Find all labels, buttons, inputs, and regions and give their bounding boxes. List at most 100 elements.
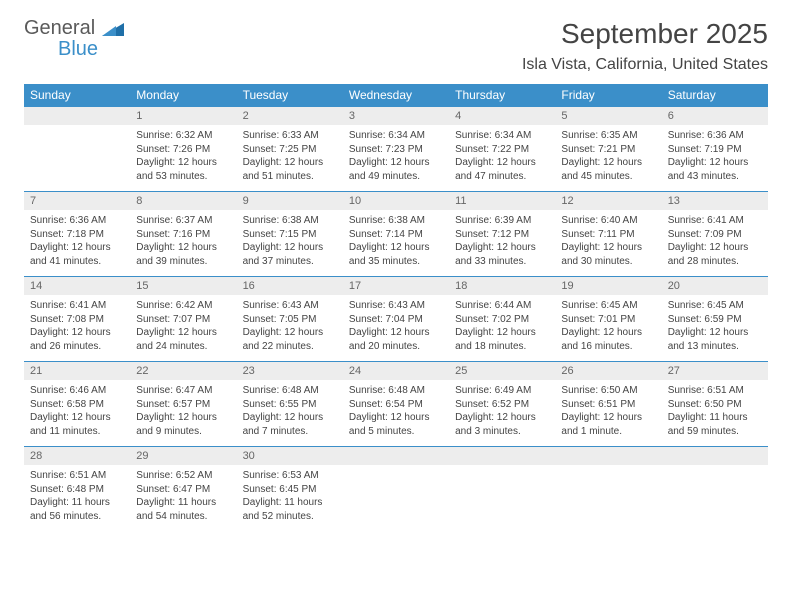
daylight-text: Daylight: 12 hours and 7 minutes. xyxy=(243,411,337,438)
daylight-text: Daylight: 12 hours and 16 minutes. xyxy=(561,326,655,353)
sunset-text: Sunset: 7:18 PM xyxy=(30,228,124,242)
sunrise-text: Sunrise: 6:49 AM xyxy=(455,384,549,398)
brand-blue: Blue xyxy=(58,39,124,59)
day-cell: Sunrise: 6:53 AMSunset: 6:45 PMDaylight:… xyxy=(237,465,343,531)
daylight-text: Daylight: 11 hours and 52 minutes. xyxy=(243,496,337,523)
sunset-text: Sunset: 7:08 PM xyxy=(30,313,124,327)
day-number: 12 xyxy=(555,192,661,211)
day-number-row: 21222324252627 xyxy=(24,362,768,381)
day-number: 29 xyxy=(130,447,236,466)
daylight-text: Daylight: 12 hours and 47 minutes. xyxy=(455,156,549,183)
daylight-text: Daylight: 12 hours and 24 minutes. xyxy=(136,326,230,353)
sunrise-text: Sunrise: 6:48 AM xyxy=(349,384,443,398)
daylight-text: Daylight: 12 hours and 43 minutes. xyxy=(668,156,762,183)
day-number xyxy=(449,447,555,466)
sunset-text: Sunset: 7:05 PM xyxy=(243,313,337,327)
day-number-row: 14151617181920 xyxy=(24,277,768,296)
sunrise-text: Sunrise: 6:40 AM xyxy=(561,214,655,228)
weekday-header: Saturday xyxy=(662,84,768,107)
sunset-text: Sunset: 6:51 PM xyxy=(561,398,655,412)
sunset-text: Sunset: 7:21 PM xyxy=(561,143,655,157)
day-cell: Sunrise: 6:38 AMSunset: 7:15 PMDaylight:… xyxy=(237,210,343,277)
daylight-text: Daylight: 12 hours and 13 minutes. xyxy=(668,326,762,353)
brand-logo: General Blue xyxy=(24,18,124,59)
day-cell: Sunrise: 6:44 AMSunset: 7:02 PMDaylight:… xyxy=(449,295,555,362)
day-number: 5 xyxy=(555,107,661,126)
daylight-text: Daylight: 12 hours and 35 minutes. xyxy=(349,241,443,268)
daylight-text: Daylight: 11 hours and 54 minutes. xyxy=(136,496,230,523)
sunrise-text: Sunrise: 6:42 AM xyxy=(136,299,230,313)
sunrise-text: Sunrise: 6:34 AM xyxy=(455,129,549,143)
sunrise-text: Sunrise: 6:41 AM xyxy=(30,299,124,313)
sunset-text: Sunset: 6:50 PM xyxy=(668,398,762,412)
day-number: 20 xyxy=(662,277,768,296)
weekday-header-row: SundayMondayTuesdayWednesdayThursdayFrid… xyxy=(24,84,768,107)
daylight-text: Daylight: 12 hours and 33 minutes. xyxy=(455,241,549,268)
sunset-text: Sunset: 7:16 PM xyxy=(136,228,230,242)
sunset-text: Sunset: 7:04 PM xyxy=(349,313,443,327)
day-number-row: 123456 xyxy=(24,107,768,126)
daylight-text: Daylight: 12 hours and 28 minutes. xyxy=(668,241,762,268)
sunset-text: Sunset: 7:22 PM xyxy=(455,143,549,157)
day-number: 9 xyxy=(237,192,343,211)
sunrise-text: Sunrise: 6:34 AM xyxy=(349,129,443,143)
daylight-text: Daylight: 12 hours and 11 minutes. xyxy=(30,411,124,438)
sunrise-text: Sunrise: 6:45 AM xyxy=(668,299,762,313)
sunrise-text: Sunrise: 6:50 AM xyxy=(561,384,655,398)
day-cell xyxy=(24,125,130,192)
day-number: 21 xyxy=(24,362,130,381)
daylight-text: Daylight: 12 hours and 1 minute. xyxy=(561,411,655,438)
sunrise-text: Sunrise: 6:38 AM xyxy=(243,214,337,228)
sunrise-text: Sunrise: 6:51 AM xyxy=(30,469,124,483)
daylight-text: Daylight: 12 hours and 51 minutes. xyxy=(243,156,337,183)
sunset-text: Sunset: 7:11 PM xyxy=(561,228,655,242)
sunset-text: Sunset: 6:52 PM xyxy=(455,398,549,412)
daylight-text: Daylight: 11 hours and 59 minutes. xyxy=(668,411,762,438)
day-cell: Sunrise: 6:36 AMSunset: 7:18 PMDaylight:… xyxy=(24,210,130,277)
location: Isla Vista, California, United States xyxy=(522,56,768,74)
day-cell: Sunrise: 6:37 AMSunset: 7:16 PMDaylight:… xyxy=(130,210,236,277)
day-number: 28 xyxy=(24,447,130,466)
day-cell xyxy=(449,465,555,531)
sunset-text: Sunset: 7:15 PM xyxy=(243,228,337,242)
day-cell xyxy=(555,465,661,531)
day-number: 22 xyxy=(130,362,236,381)
weekday-header: Wednesday xyxy=(343,84,449,107)
day-number: 17 xyxy=(343,277,449,296)
daylight-text: Daylight: 12 hours and 39 minutes. xyxy=(136,241,230,268)
day-cell: Sunrise: 6:41 AMSunset: 7:08 PMDaylight:… xyxy=(24,295,130,362)
day-cell: Sunrise: 6:51 AMSunset: 6:48 PMDaylight:… xyxy=(24,465,130,531)
sunrise-text: Sunrise: 6:44 AM xyxy=(455,299,549,313)
day-detail-row: Sunrise: 6:46 AMSunset: 6:58 PMDaylight:… xyxy=(24,380,768,447)
sunrise-text: Sunrise: 6:53 AM xyxy=(243,469,337,483)
sunset-text: Sunset: 7:12 PM xyxy=(455,228,549,242)
day-number: 19 xyxy=(555,277,661,296)
day-cell: Sunrise: 6:40 AMSunset: 7:11 PMDaylight:… xyxy=(555,210,661,277)
day-cell: Sunrise: 6:33 AMSunset: 7:25 PMDaylight:… xyxy=(237,125,343,192)
daylight-text: Daylight: 12 hours and 37 minutes. xyxy=(243,241,337,268)
daylight-text: Daylight: 12 hours and 20 minutes. xyxy=(349,326,443,353)
sunset-text: Sunset: 6:59 PM xyxy=(668,313,762,327)
day-cell: Sunrise: 6:52 AMSunset: 6:47 PMDaylight:… xyxy=(130,465,236,531)
day-number: 11 xyxy=(449,192,555,211)
day-detail-row: Sunrise: 6:32 AMSunset: 7:26 PMDaylight:… xyxy=(24,125,768,192)
day-cell: Sunrise: 6:48 AMSunset: 6:54 PMDaylight:… xyxy=(343,380,449,447)
day-number: 1 xyxy=(130,107,236,126)
daylight-text: Daylight: 12 hours and 5 minutes. xyxy=(349,411,443,438)
sunrise-text: Sunrise: 6:47 AM xyxy=(136,384,230,398)
daylight-text: Daylight: 12 hours and 49 minutes. xyxy=(349,156,443,183)
day-number: 30 xyxy=(237,447,343,466)
day-number: 10 xyxy=(343,192,449,211)
title-block: September 2025 Isla Vista, California, U… xyxy=(522,18,768,74)
day-cell xyxy=(343,465,449,531)
day-cell: Sunrise: 6:45 AMSunset: 6:59 PMDaylight:… xyxy=(662,295,768,362)
day-detail-row: Sunrise: 6:36 AMSunset: 7:18 PMDaylight:… xyxy=(24,210,768,277)
day-cell: Sunrise: 6:39 AMSunset: 7:12 PMDaylight:… xyxy=(449,210,555,277)
sunset-text: Sunset: 6:54 PM xyxy=(349,398,443,412)
day-cell: Sunrise: 6:38 AMSunset: 7:14 PMDaylight:… xyxy=(343,210,449,277)
sunrise-text: Sunrise: 6:35 AM xyxy=(561,129,655,143)
day-cell: Sunrise: 6:43 AMSunset: 7:04 PMDaylight:… xyxy=(343,295,449,362)
day-cell: Sunrise: 6:36 AMSunset: 7:19 PMDaylight:… xyxy=(662,125,768,192)
calendar-table: SundayMondayTuesdayWednesdayThursdayFrid… xyxy=(24,84,768,531)
day-cell: Sunrise: 6:45 AMSunset: 7:01 PMDaylight:… xyxy=(555,295,661,362)
